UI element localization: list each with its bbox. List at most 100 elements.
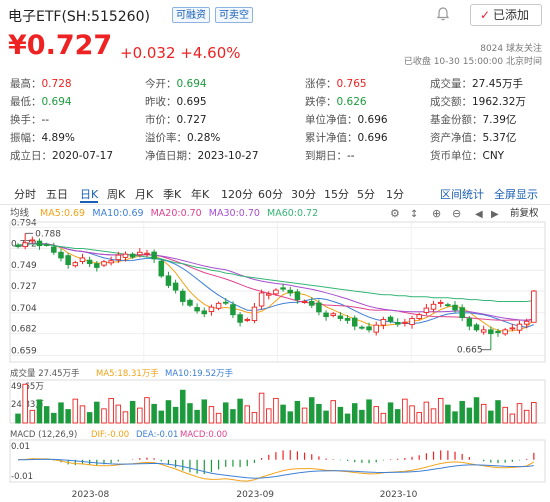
move-left-icon: ◀ (475, 209, 483, 220)
ma-label-3: MA30:0.70 (209, 208, 260, 219)
current-price: ¥0.727 (8, 30, 113, 61)
tab-label: 周K (107, 188, 126, 201)
tab-5[interactable]: 季K (163, 186, 181, 203)
tab-label: 分时 (14, 188, 36, 201)
volume-bar (294, 400, 301, 424)
stat-label: 溢价率： (145, 132, 187, 144)
fullscreen-link[interactable]: 全屏显示 (494, 188, 538, 201)
ma-label-0: MA5:0.69 (40, 208, 85, 219)
tab-10[interactable]: 15分 (324, 186, 349, 203)
stats-row: 最低：0.694 昨收：0.695 跌停：0.626 成交额：1962.32万 (10, 93, 545, 111)
short-selling-tag[interactable]: 可卖空 (215, 7, 253, 23)
move-right-icon: ▶ (491, 209, 499, 220)
tab-11[interactable]: 5分 (357, 186, 375, 203)
macd-dea-line (17, 458, 534, 479)
volume-bar (495, 400, 501, 424)
volume-bar (273, 397, 279, 424)
tab-label: 15分 (324, 188, 349, 201)
tab-9[interactable]: 30分 (291, 186, 316, 203)
tab-8[interactable]: 60分 (258, 186, 283, 203)
tab-label: 1分 (386, 188, 404, 201)
tab-7[interactable]: 120分 (221, 186, 253, 203)
stats-row: 振幅：4.89% 溢价率：0.28% 累计净值：0.696 资产净值：5.37亿 (10, 129, 545, 147)
candle-body (380, 318, 387, 326)
candle-body (502, 329, 508, 335)
volume-bar (194, 409, 200, 424)
tab-2[interactable]: 日K (80, 186, 99, 203)
stat-value: 0.694 (41, 96, 72, 108)
candle-body (416, 314, 422, 319)
volume-bar (380, 412, 387, 424)
tab-1[interactable]: 五日 (46, 186, 68, 203)
volume-bar (144, 397, 150, 424)
stat-1-1: 昨收：0.695 (145, 93, 207, 111)
volume-bar (344, 413, 351, 424)
price-tick-label: 0.682 (11, 325, 37, 335)
candle-body (29, 239, 36, 242)
candle-body (488, 329, 494, 335)
volume-bar (108, 397, 114, 424)
candle-body (194, 307, 200, 312)
candle-body (230, 304, 236, 316)
tab-label: 5分 (357, 188, 375, 201)
candle-body (516, 323, 523, 331)
candle-body (251, 306, 258, 322)
volume-bar (337, 406, 344, 424)
tab-6[interactable]: 年K (191, 186, 209, 203)
tab-3[interactable]: 周K (107, 186, 125, 203)
checkmark-icon: ✓ (480, 8, 491, 22)
tab-label: 日K (80, 188, 99, 201)
tab-label: 月K (135, 188, 154, 201)
macd-tick-label: -0.01 (11, 472, 33, 482)
volume-bar (172, 406, 179, 424)
high-annotation: 0.788 (35, 229, 61, 239)
macd-dif: DIF:-0.00 (91, 430, 129, 440)
tab-4[interactable]: 月K (135, 186, 153, 203)
price-change: +0.032 +4.60% (120, 44, 241, 62)
range-stats-link[interactable]: 区间统计 (440, 188, 484, 201)
header: 电子ETF(SH:515260) 可融资 可卖空 ✓ 已添加 (0, 0, 550, 30)
zoom-in-icon: ⊕ (432, 207, 441, 220)
quote-stats: 最高：0.728 今开：0.694 涨停：0.765 成交量：27.45万手 最低：0.… (10, 75, 545, 165)
volume-bar (122, 411, 129, 424)
candle-body (423, 307, 430, 313)
stat-0-1: 今开：0.694 (145, 75, 207, 93)
candle-body (280, 287, 286, 290)
candle-body (137, 251, 143, 256)
volume-label: 成交量 27.45万手 (10, 368, 80, 379)
volume-bar (394, 409, 401, 424)
stat-value: 1962.32万 (472, 96, 526, 108)
margin-financing-tag[interactable]: 可融资 (172, 7, 210, 23)
volume-bar (151, 403, 157, 424)
price-tick-label: 0.749 (11, 261, 37, 271)
volume-bar (301, 407, 308, 424)
volume-bar (72, 398, 79, 424)
bell-icon[interactable] (435, 6, 451, 22)
stat-2-0: 换手：-- (10, 111, 49, 129)
stats-row: 成立日：2020-07-17 净值日期：2023-10-27 到期日：-- 货币单位：… (10, 147, 545, 165)
follow-button-label: 已添加 (493, 8, 530, 22)
volume-bar (480, 403, 487, 424)
macd-value: MACD:0.00 (180, 430, 227, 440)
follow-button[interactable]: ✓ 已添加 (470, 4, 542, 26)
candle-body (473, 324, 480, 331)
candle-body (294, 291, 301, 301)
candle-body (394, 322, 401, 325)
tab-label: 年K (191, 188, 210, 201)
stat-4-2: 到期日：-- (305, 147, 355, 165)
volume-bar (516, 403, 523, 424)
volume-bar (452, 411, 458, 424)
tab-12[interactable]: 1分 (386, 186, 404, 203)
candle-body (273, 289, 279, 295)
candle-body (301, 301, 308, 303)
macd-tick-label: 0.01 (11, 442, 30, 452)
stat-label: 成立日： (10, 150, 52, 162)
candle-body (437, 301, 444, 304)
tab-0[interactable]: 分时 (14, 186, 36, 203)
stat-value: 0.696 (357, 132, 388, 144)
period-tabs: 分时 五日 日K 周K 月K 季K 年K 120分 60分 30分 15分 5分 1分 区间统计 全屏显示 (0, 183, 550, 205)
stat-label: 市价： (145, 114, 177, 126)
market-status: 已收盘 10-30 15:00:00 北京时间 (403, 57, 542, 67)
volume-bar (115, 404, 122, 424)
